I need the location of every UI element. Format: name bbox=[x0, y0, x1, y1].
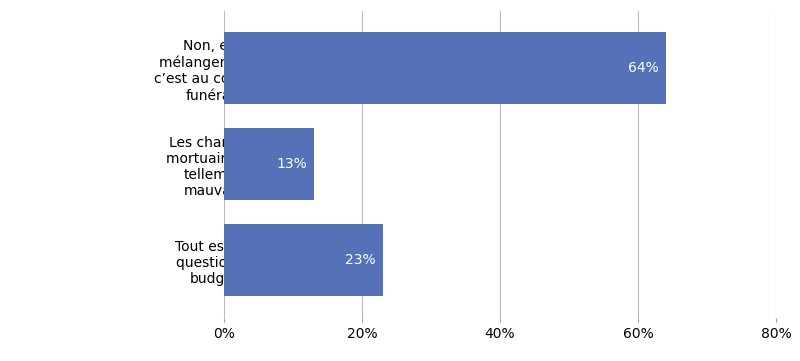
Bar bbox=[224, 32, 666, 104]
Bar bbox=[224, 224, 382, 296]
Text: 23%: 23% bbox=[345, 253, 376, 267]
Bar bbox=[224, 128, 314, 200]
Text: 64%: 64% bbox=[628, 61, 658, 75]
Text: 13%: 13% bbox=[276, 157, 307, 171]
